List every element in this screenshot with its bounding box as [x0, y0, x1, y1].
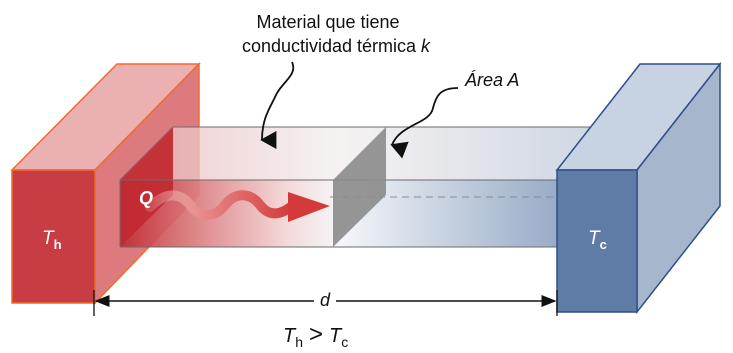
distance-d-label: d — [320, 290, 331, 310]
hot-temperature-label: Th — [42, 228, 62, 252]
conducting-bar — [119, 126, 605, 248]
area-label: Área A — [464, 70, 519, 90]
hot-temp-T: T — [42, 228, 55, 249]
eq-sub1: h — [295, 334, 303, 350]
cold-temp-T: T — [588, 228, 601, 249]
bar-hot-end — [120, 127, 173, 247]
k-symbol: k — [421, 36, 431, 56]
eq-sub2: c — [341, 334, 348, 350]
hot-block-front-face — [11, 169, 96, 304]
eq-t1: T — [283, 325, 297, 347]
heat-arrowhead — [288, 192, 330, 222]
hot-temp-sub: h — [54, 237, 62, 252]
material-label-line1: Material que tiene — [256, 12, 399, 32]
material-label-line2: conductividad térmica k — [242, 36, 431, 56]
cold-block-front-face — [556, 169, 638, 313]
material-label-line2-text: conductividad térmica — [242, 36, 417, 56]
cold-temp-sub: c — [600, 237, 607, 252]
cold-reservoir-block — [555, 61, 722, 315]
area-leader-line — [390, 87, 459, 159]
eq-t2: T — [329, 325, 343, 347]
heat-q-label: Q — [139, 188, 153, 208]
cold-temperature-label: Tc — [588, 228, 607, 252]
heat-flow-arrow — [145, 190, 330, 222]
heat-wave — [145, 190, 297, 220]
material-leader-line — [260, 61, 295, 150]
area-cross-section — [333, 127, 386, 247]
temperature-inequality: Th > Tc — [283, 321, 348, 350]
eq-gt: > — [309, 321, 323, 348]
